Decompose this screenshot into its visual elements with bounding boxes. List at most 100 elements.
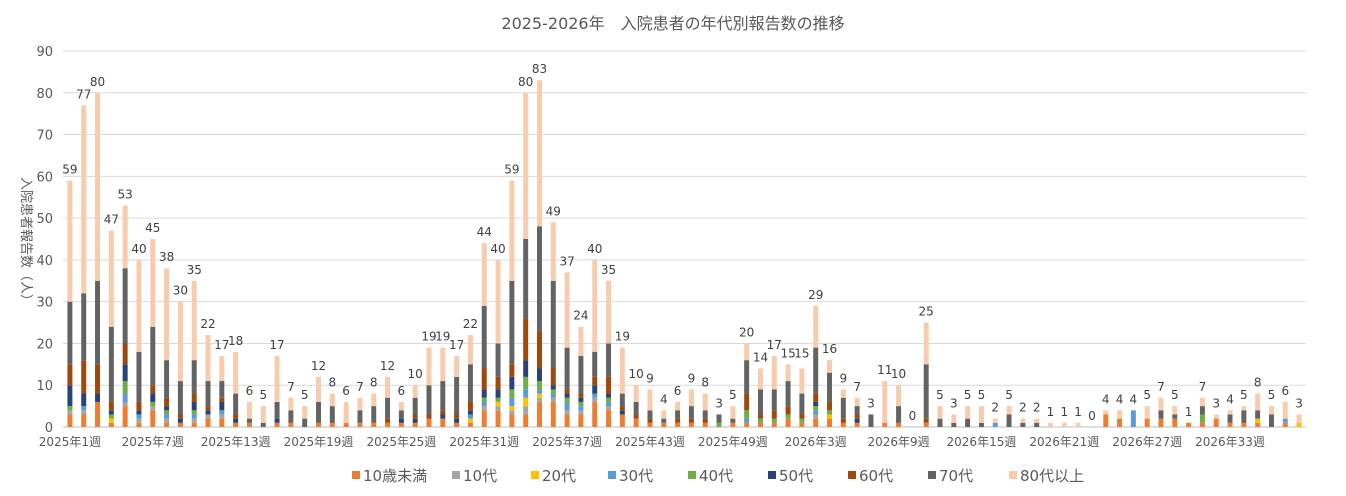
bar-segment <box>509 397 515 407</box>
bar-segment <box>177 301 183 382</box>
bar-segment <box>122 205 128 269</box>
bar-segment <box>1241 410 1247 423</box>
bar-segment <box>606 393 612 398</box>
bar-segment <box>191 410 197 415</box>
bar-segment <box>81 406 87 411</box>
bar-segment <box>288 397 294 411</box>
bar-segment <box>965 406 971 419</box>
total-label: 17 <box>269 338 284 352</box>
bar-segment <box>923 322 929 365</box>
bar-segment <box>191 280 197 361</box>
bar-segment <box>1227 414 1233 423</box>
bar-segment <box>882 381 888 423</box>
total-label: 3 <box>1295 396 1303 410</box>
bar-segment <box>813 414 819 419</box>
bar-segment <box>495 343 501 377</box>
bar-segment <box>164 422 170 427</box>
bar-segment <box>882 422 888 427</box>
bar-segment <box>509 410 515 415</box>
bar-segment <box>951 414 957 423</box>
bar-segment <box>1172 418 1178 427</box>
total-label: 4 <box>1116 392 1124 406</box>
bar-segment <box>1075 422 1081 427</box>
bar-segment <box>978 422 984 427</box>
bar-segment <box>371 393 377 407</box>
bar-segment <box>744 410 750 419</box>
legend-label: 10歳未満 <box>363 467 427 485</box>
y-tick-label: 40 <box>36 254 53 269</box>
bar-segment <box>67 410 73 415</box>
bar-segment <box>771 418 777 423</box>
total-label: 5 <box>964 388 972 402</box>
bar-segment <box>813 305 819 348</box>
bar-segment <box>481 397 487 402</box>
bar-segment <box>122 401 128 407</box>
legend-item: 80代以上 <box>1009 467 1084 485</box>
bar-segment <box>150 393 156 402</box>
bar-segment <box>495 410 501 427</box>
bar-segment <box>1144 418 1150 427</box>
total-label: 5 <box>1143 388 1151 402</box>
bar-segment <box>592 376 598 386</box>
bar-segment <box>260 406 266 423</box>
total-label: 59 <box>62 163 77 177</box>
bar-segment <box>343 422 349 427</box>
bar-segment <box>509 414 515 427</box>
bar-segment <box>440 418 446 427</box>
bar-segment <box>1117 418 1123 427</box>
bar-segment <box>523 360 529 377</box>
legend-item: 50代 <box>768 467 813 485</box>
total-label: 6 <box>398 384 406 398</box>
total-label: 7 <box>287 380 295 394</box>
bars <box>67 80 1302 427</box>
bar-segment <box>799 414 805 419</box>
bar-segment <box>730 418 736 423</box>
bar-segment <box>1199 397 1205 407</box>
x-tick-label: 2025年37週 <box>532 435 602 449</box>
bar-segment <box>564 393 570 398</box>
bar-segment <box>978 406 984 423</box>
bar-segment <box>481 243 487 306</box>
y-tick-label: 20 <box>36 337 53 352</box>
bar-segment <box>205 406 211 411</box>
bar-segment <box>426 414 432 419</box>
bar-segment <box>606 406 612 411</box>
bar-segment <box>150 410 156 427</box>
total-label: 0 <box>909 409 917 423</box>
total-label: 1 <box>1185 405 1193 419</box>
bar-segment <box>813 418 819 427</box>
bar-segment <box>951 422 957 427</box>
bar-segment <box>108 422 114 427</box>
total-label: 37 <box>559 254 574 268</box>
x-tick-label: 2025年43週 <box>615 435 685 449</box>
bar-segment <box>108 410 114 415</box>
bar-segment <box>1227 422 1233 427</box>
bar-segment <box>744 360 750 394</box>
total-label: 30 <box>173 284 188 298</box>
bar-segment <box>827 410 833 415</box>
bar-segment <box>136 414 142 419</box>
bar-segment <box>896 422 902 427</box>
total-label: 4 <box>660 392 668 406</box>
total-label: 0 <box>1088 409 1096 423</box>
total-label: 4 <box>1102 392 1110 406</box>
bar-segment <box>937 406 943 419</box>
total-label: 1 <box>1047 405 1055 419</box>
bar-segment <box>495 406 501 411</box>
bar-segment <box>426 418 432 427</box>
total-label: 14 <box>753 351 768 365</box>
total-label: 38 <box>159 250 174 264</box>
bar-segment <box>827 418 833 427</box>
bar-segment <box>95 92 101 281</box>
total-label: 8 <box>370 376 378 390</box>
bar-segment <box>108 418 114 423</box>
bar-segment <box>661 422 667 427</box>
bar-segment <box>536 330 542 369</box>
bar-segment <box>550 389 556 394</box>
x-tick-label: 2026年33週 <box>1195 435 1265 449</box>
bar-segment <box>578 355 584 394</box>
bar-segment <box>757 389 763 415</box>
bar-segment <box>1268 414 1274 427</box>
bar-segment <box>454 418 460 423</box>
